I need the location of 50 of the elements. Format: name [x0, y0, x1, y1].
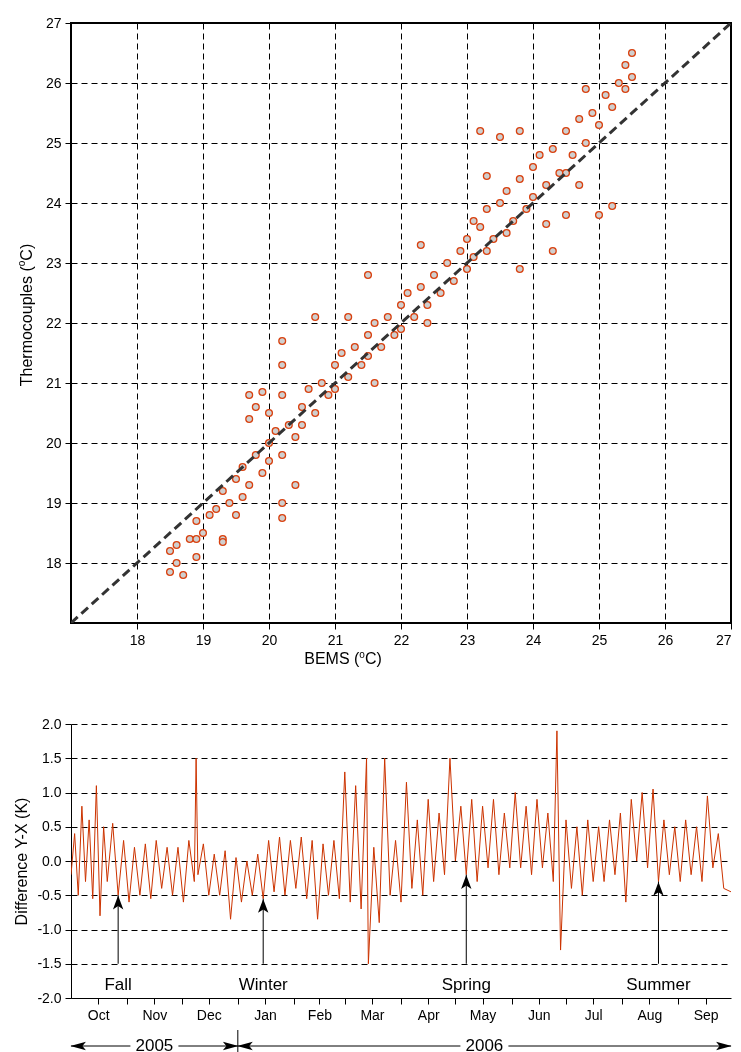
x-tick-label: Sep — [693, 1006, 719, 1023]
x-tick-label: 19 — [195, 631, 212, 648]
x-tick-label: 22 — [393, 631, 410, 648]
y-tick-label: 21 — [45, 374, 62, 391]
y-tick-label: 22 — [45, 314, 62, 331]
y-tick-label: 20 — [45, 434, 62, 451]
annotation: Summer — [626, 974, 691, 994]
annotation: Spring — [441, 974, 491, 994]
x-tick-label: May — [469, 1006, 497, 1023]
x-tick-label: 25 — [591, 631, 608, 648]
x-tick-label: Jan — [254, 1006, 277, 1023]
line-series — [71, 730, 731, 965]
y-tick-label: -1.5 — [37, 955, 62, 972]
annotation: Fall — [104, 974, 132, 994]
x-tick-label: 27 — [715, 631, 732, 648]
x-tick-label: 20 — [261, 631, 278, 648]
y-tick-label: -0.5 — [37, 886, 62, 903]
y-tick-label: -2.0 — [37, 989, 62, 1006]
y-tick-label: 0.0 — [42, 852, 62, 869]
y-tick-label: -1.0 — [37, 921, 62, 937]
x-tick-label: Oct — [87, 1006, 110, 1023]
x-tick-label: 23 — [459, 631, 476, 648]
x-tick-label: Apr — [417, 1006, 440, 1023]
x-axis-title: BEMS ($^{o}$C) — [304, 649, 382, 669]
x-tick-label: Jun — [528, 1006, 551, 1023]
y-tick-label: 0.5 — [42, 818, 62, 835]
y-tick-label: 26 — [45, 74, 62, 91]
x-tick-label: Jul — [584, 1006, 603, 1023]
text: 2005 — [135, 1036, 174, 1052]
y-axis-title: Difference Y-X (K) — [12, 797, 30, 926]
annotation: Winter — [238, 974, 289, 994]
y-tick-label: 1.5 — [42, 749, 62, 766]
x-tick-label: Aug — [637, 1006, 663, 1023]
text: 2006 — [465, 1036, 504, 1052]
y-tick-label: 24 — [45, 194, 62, 211]
x-tick-label: 21 — [327, 631, 344, 648]
y-tick-label: 23 — [45, 254, 62, 271]
y-tick-label: 25 — [45, 134, 62, 151]
x-tick-label: 24 — [525, 631, 542, 648]
x-tick-label: Feb — [307, 1006, 333, 1023]
x-tick-label: 26 — [657, 631, 674, 648]
x-tick-label: Nov — [142, 1006, 168, 1023]
x-tick-label: Mar — [360, 1006, 385, 1023]
x-tick-label: Dec — [196, 1006, 222, 1023]
y-tick-label: 2.0 — [42, 715, 62, 732]
x-tick-label: 18 — [129, 631, 146, 648]
y-tick-label: 19 — [45, 494, 62, 511]
y-tick-label: 18 — [45, 554, 62, 571]
y-tick-label: 1.0 — [42, 784, 62, 800]
y-tick-label: 27 — [45, 14, 62, 31]
